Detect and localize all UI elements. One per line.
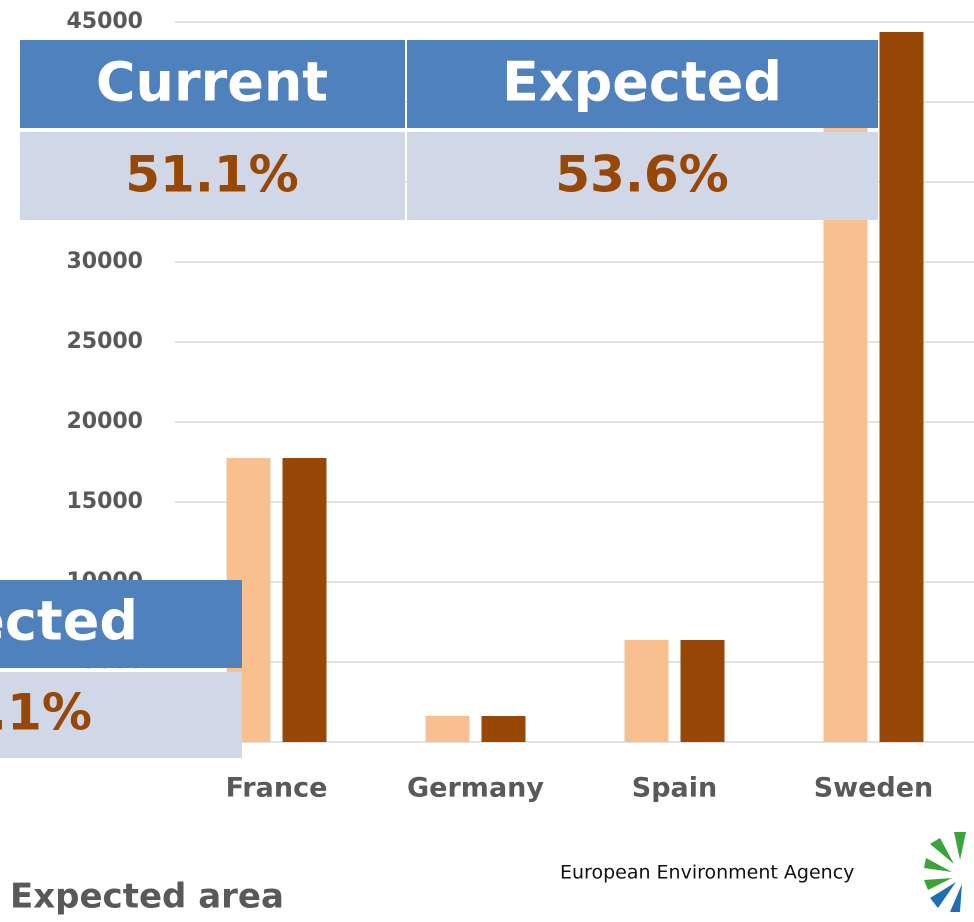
table-header-cell [0, 580, 242, 668]
table-header-cell [407, 40, 878, 128]
table-header-cell [20, 40, 405, 128]
x-tick-label: Sweden [814, 773, 934, 804]
y-tick-label: 20000 [66, 409, 143, 434]
y-tick-label: 30000 [66, 249, 143, 274]
bar [624, 640, 669, 742]
bar [425, 716, 470, 742]
plot: 0500010000150002000025000300003500040000… [66, 9, 974, 804]
y-tick-label: 15000 [66, 489, 143, 514]
table-value: .1% [0, 684, 92, 742]
table-value: 51.1% [125, 146, 298, 204]
table-cell [20, 132, 405, 220]
table-header: Expected [502, 51, 782, 114]
table-cell [0, 672, 242, 758]
bar [481, 716, 526, 742]
table-header: Current [96, 51, 328, 114]
agency-name: European Environment Agency [560, 862, 854, 884]
table-cell [407, 132, 878, 220]
overlays: Current Expected 51.1% 53.6% ected .1% E… [0, 40, 966, 917]
bar [282, 458, 327, 742]
table-header: ected [0, 590, 138, 653]
y-tick-label: 45000 [66, 9, 143, 34]
bar [879, 32, 924, 742]
table-value: 53.6% [555, 146, 728, 204]
x-tick-label: Spain [632, 773, 717, 804]
x-tick-label: France [226, 773, 328, 804]
x-tick-label: Germany [407, 773, 544, 804]
bar [680, 640, 725, 742]
agency-logo [924, 832, 966, 912]
legend-entry: Expected area [10, 877, 284, 917]
y-tick-label: 25000 [66, 329, 143, 354]
